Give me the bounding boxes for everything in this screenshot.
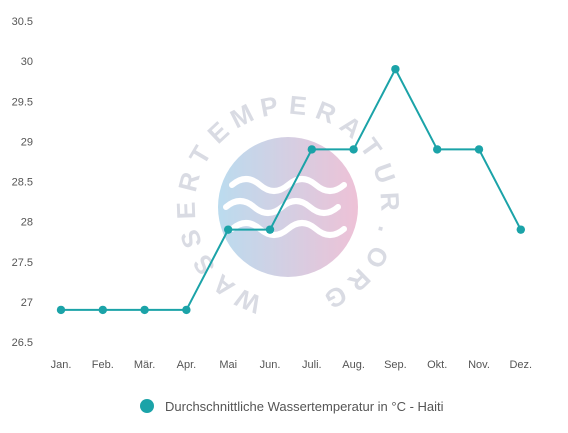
x-tick-label: Okt. — [427, 359, 447, 371]
y-tick-label: 26.5 — [12, 337, 33, 349]
legend-label: Durchschnittliche Wassertemperatur in °C… — [165, 399, 444, 414]
x-tick-label: Jan. — [51, 359, 72, 371]
x-tick-label: Mai — [219, 359, 237, 371]
data-point[interactable] — [265, 225, 275, 234]
y-tick-label: 30.5 — [12, 16, 33, 28]
x-tick-label: Jun. — [260, 359, 281, 371]
data-point[interactable] — [433, 145, 442, 154]
svg-text:U: U — [367, 159, 402, 187]
data-point[interactable] — [56, 305, 66, 315]
x-tick-label: Aug. — [342, 359, 365, 371]
x-axis: Jan. Feb. Mär. Apr. Mai Jun. Juli. Aug. Sep. Okt.… — [51, 359, 533, 371]
data-point[interactable] — [307, 145, 316, 154]
svg-text:S: S — [174, 226, 208, 252]
x-tick-label: Apr. — [177, 359, 197, 371]
y-tick-label: 27 — [21, 297, 33, 309]
data-point[interactable] — [349, 145, 358, 154]
y-tick-label: 30 — [21, 56, 33, 68]
svg-text:A: A — [206, 268, 240, 303]
svg-text:G: G — [320, 279, 352, 315]
watermark-circle-icon — [218, 137, 358, 277]
svg-text:.: . — [372, 223, 403, 237]
y-tick-label: 28.5 — [12, 177, 33, 189]
data-point[interactable] — [140, 305, 149, 315]
svg-text:A: A — [334, 109, 367, 144]
svg-text:E: E — [202, 116, 235, 150]
legend[interactable]: Durchschnittliche Wassertemperatur in °C… — [140, 399, 444, 414]
x-tick-label: Dez. — [509, 359, 532, 371]
svg-text:E: E — [171, 201, 202, 219]
x-tick-label: Juli. — [302, 359, 322, 371]
svg-text:R: R — [172, 169, 206, 195]
svg-text:R: R — [312, 95, 341, 130]
svg-text:E: E — [288, 90, 308, 122]
legend-marker-icon — [140, 399, 154, 413]
svg-text:P: P — [258, 90, 281, 123]
x-tick-label: Mär. — [134, 359, 155, 371]
data-point[interactable] — [98, 305, 108, 315]
data-point[interactable] — [391, 64, 400, 74]
series-line — [61, 66, 522, 311]
svg-text:T: T — [183, 140, 217, 169]
data-point[interactable] — [182, 305, 191, 315]
x-tick-label: Feb. — [92, 359, 114, 371]
svg-text:R: R — [375, 191, 406, 212]
y-tick-label: 27.5 — [12, 257, 33, 269]
data-point[interactable] — [474, 145, 484, 154]
y-tick-label: 29.5 — [12, 96, 33, 108]
svg-text:R: R — [342, 263, 377, 298]
data-points — [56, 64, 525, 315]
y-tick-label: 28 — [21, 217, 33, 229]
x-tick-label: Sep. — [384, 359, 407, 371]
svg-text:M: M — [225, 98, 258, 135]
svg-text:W: W — [231, 282, 266, 319]
data-point[interactable] — [516, 225, 525, 234]
svg-text:O: O — [359, 241, 395, 273]
y-axis: 26.5 27 27.5 28 28.5 29 29.5 30 30.5 — [12, 16, 33, 349]
data-point[interactable] — [224, 225, 233, 234]
x-tick-label: Nov. — [468, 359, 490, 371]
y-tick-label: 29 — [21, 136, 33, 148]
